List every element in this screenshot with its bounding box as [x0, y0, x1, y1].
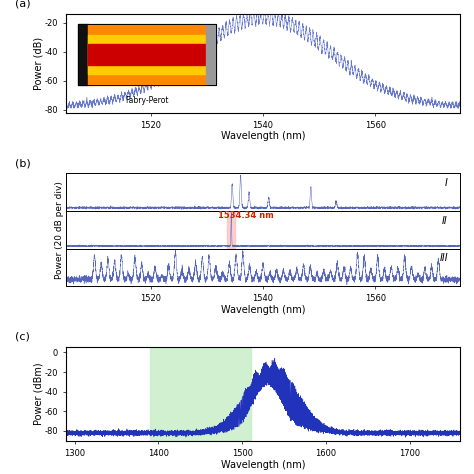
- Y-axis label: Power (dB): Power (dB): [33, 37, 43, 90]
- Text: (b): (b): [15, 159, 31, 169]
- Text: 1534.34 nm: 1534.34 nm: [218, 211, 273, 220]
- Y-axis label: Power (20 dB per div): Power (20 dB per div): [55, 181, 64, 279]
- Y-axis label: Power (dBm): Power (dBm): [33, 363, 43, 426]
- Text: II: II: [442, 216, 448, 226]
- Text: III: III: [439, 253, 448, 264]
- Text: (a): (a): [15, 0, 31, 9]
- X-axis label: Wavelength (nm): Wavelength (nm): [221, 459, 305, 470]
- X-axis label: Wavelength (nm): Wavelength (nm): [221, 304, 305, 315]
- Bar: [227, 211, 235, 249]
- Text: (c): (c): [15, 332, 30, 342]
- Bar: [150, 347, 251, 441]
- Text: I: I: [445, 178, 448, 188]
- X-axis label: Wavelength (nm): Wavelength (nm): [221, 131, 305, 141]
